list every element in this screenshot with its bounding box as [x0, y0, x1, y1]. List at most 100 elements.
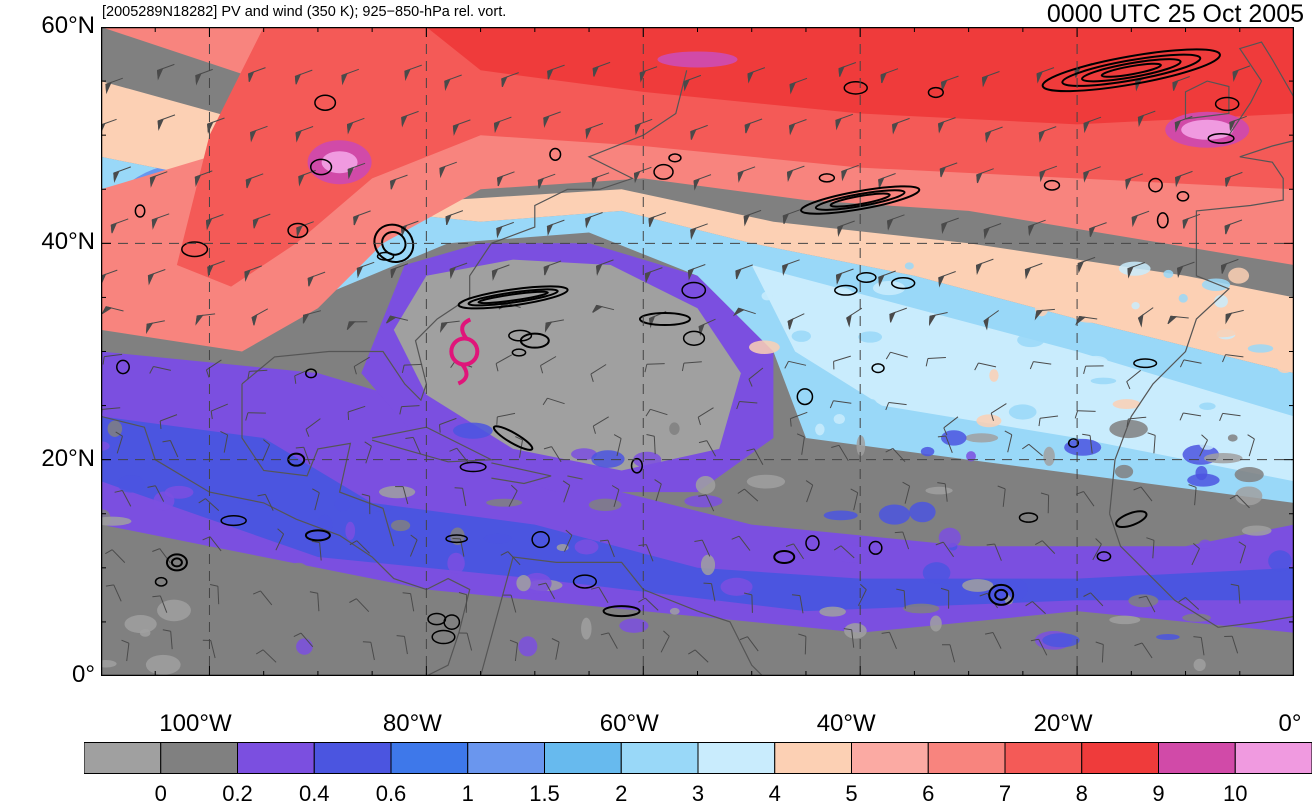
- latitude-label: 60°N: [41, 12, 95, 40]
- pv-blob: [835, 545, 869, 563]
- longitude-label: 60°W: [600, 710, 659, 738]
- pv-blob: [1017, 333, 1044, 347]
- pv-blob: [762, 292, 773, 301]
- pv-blob: [334, 498, 350, 511]
- pv-blob: [815, 424, 824, 436]
- colorbar-label: 10: [1223, 781, 1247, 807]
- pv-blob: [1204, 453, 1243, 463]
- longitude-label: 20°W: [1034, 710, 1093, 738]
- pv-blob: [921, 447, 935, 456]
- pv-blob: [941, 430, 967, 445]
- pv-blob: [1161, 357, 1193, 371]
- colorbar-box: [1159, 743, 1236, 774]
- pv-blob: [1109, 616, 1140, 624]
- latitude-label: 40°N: [41, 228, 95, 256]
- pv-blob: [1059, 271, 1076, 277]
- colorbar-label: 3: [692, 781, 704, 807]
- pv-blob: [1248, 344, 1273, 352]
- longitude-label: 40°W: [817, 710, 876, 738]
- pv-blob: [591, 450, 624, 468]
- pv-blob: [1228, 268, 1249, 284]
- pv-blob: [701, 555, 715, 576]
- pv-blob: [1199, 436, 1216, 449]
- pv-blob: [909, 502, 935, 523]
- colorbar-box: [468, 743, 545, 774]
- pv-blob: [486, 499, 522, 507]
- pv-blob: [345, 522, 355, 540]
- pv-blob: [516, 575, 530, 591]
- pv-blob: [684, 495, 722, 507]
- colorbar-label: 4: [769, 781, 781, 807]
- colorbar-box: [1235, 743, 1312, 774]
- pv-blob: [792, 330, 811, 341]
- pv-blob: [1091, 378, 1117, 385]
- pv-blob: [1228, 434, 1238, 441]
- pv-blob: [696, 476, 716, 494]
- pv-blob: [117, 475, 144, 493]
- pv-blob: [962, 579, 993, 592]
- pv-blob: [1054, 520, 1086, 528]
- colorbar-label: 1: [462, 781, 474, 807]
- pv-blob: [589, 499, 622, 511]
- colorbar-label: 0.6: [376, 781, 407, 807]
- pv-blob: [857, 436, 866, 456]
- colorbar-box: [161, 743, 238, 774]
- pv-blob: [858, 331, 882, 342]
- longitude-label: 80°W: [383, 710, 442, 738]
- pv-blob: [926, 487, 953, 495]
- colorbar-label: 8: [1076, 781, 1088, 807]
- pv-blob: [747, 475, 785, 489]
- pv-blob: [619, 618, 648, 632]
- pv-blob: [581, 618, 591, 640]
- colorbar-label: 2: [615, 781, 627, 807]
- pv-blob: [1277, 361, 1293, 373]
- pv-blob: [290, 563, 307, 575]
- colorbar-box: [84, 743, 161, 774]
- colorbar-box: [928, 743, 1005, 774]
- pv-blob: [1235, 467, 1264, 482]
- pv-blob: [1194, 659, 1206, 671]
- pv-blob: [1128, 594, 1158, 607]
- pv-blob: [976, 414, 1001, 427]
- pv-blob: [1179, 294, 1188, 303]
- pv-blob: [1199, 539, 1211, 548]
- pv-blob: [146, 655, 181, 675]
- colorbar-box: [621, 743, 698, 774]
- pv-blob: [879, 505, 910, 525]
- colorbar-label: 6: [922, 781, 934, 807]
- pv-blob: [575, 539, 599, 554]
- colorbar-label: 0.4: [299, 781, 330, 807]
- pv-blob: [1199, 403, 1215, 410]
- pv-band: [658, 51, 738, 67]
- colorbar-label: 9: [1152, 781, 1164, 807]
- pv-blob: [930, 615, 942, 631]
- pv-blob: [391, 520, 410, 531]
- pv-blob: [989, 369, 998, 382]
- pv-shading: [101, 27, 1294, 676]
- pv-blob: [447, 553, 464, 574]
- colorbar-box: [1082, 743, 1159, 774]
- colorbar-box: [314, 743, 391, 774]
- pv-blob: [1268, 550, 1292, 571]
- pv-blob: [720, 578, 752, 596]
- colorbar-box: [698, 743, 775, 774]
- pv-blob: [1131, 302, 1139, 309]
- pv-blob: [1042, 633, 1079, 647]
- pv-blob: [1043, 447, 1055, 466]
- pv-blob: [453, 423, 493, 439]
- pv-blob: [903, 604, 939, 614]
- pv-blob: [1113, 399, 1141, 409]
- colorbar-box: [545, 743, 622, 774]
- pv-blob: [1187, 474, 1219, 487]
- latitude-label: 20°N: [41, 445, 95, 473]
- pv-blob: [1156, 634, 1180, 640]
- longitude-label: 0°: [1279, 710, 1302, 738]
- colorbar-label: 1.5: [529, 781, 560, 807]
- pv-blob: [939, 528, 961, 548]
- pv-blob: [670, 608, 680, 615]
- pv-blob: [844, 623, 867, 638]
- pv-blob: [1085, 356, 1108, 367]
- left-title: [2005289N18282] PV and wind (350 K); 925…: [102, 4, 506, 20]
- pv-blob: [824, 510, 858, 520]
- colorbar-label: 0.2: [222, 781, 253, 807]
